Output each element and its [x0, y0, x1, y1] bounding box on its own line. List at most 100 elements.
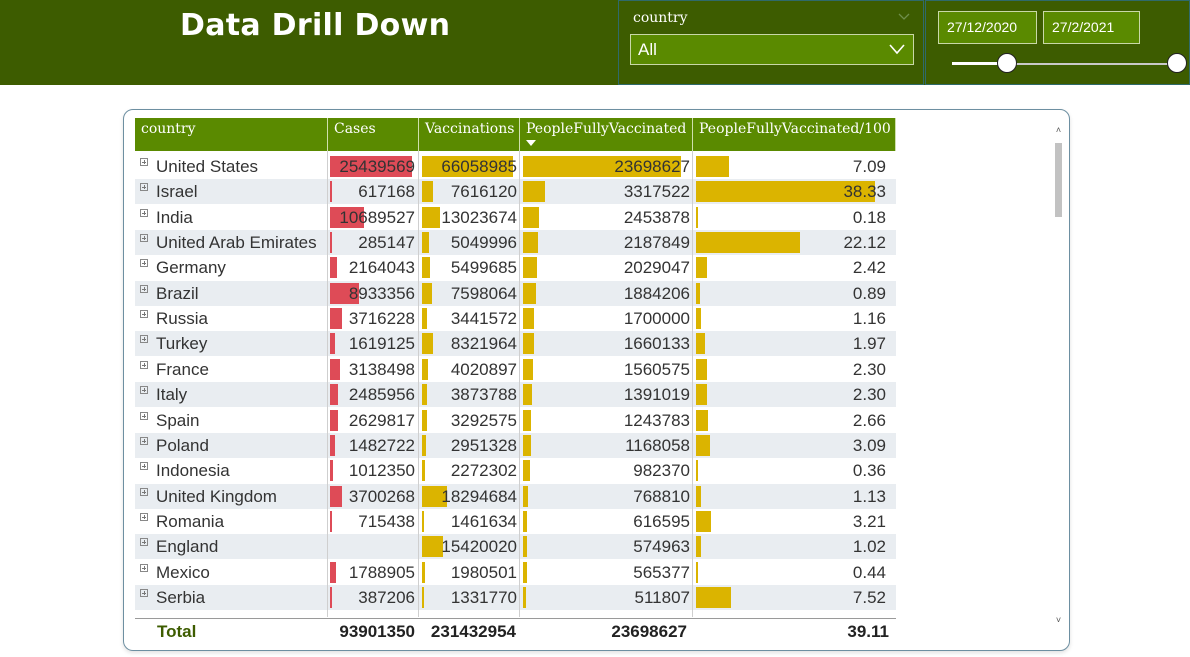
table-row[interactable]: Serbia 387206 1331770 511807 7.52 [135, 584, 896, 610]
dropdown-value: All [638, 40, 657, 59]
table-row[interactable]: United Arab Emirates 285147 5049996 2187849… [135, 230, 896, 256]
expand-icon[interactable] [140, 360, 148, 369]
cases-value: 1482722 [348, 435, 415, 455]
people-fully-vaccinated-per-100-bar [696, 333, 706, 355]
vaccinations-bar [422, 181, 433, 203]
table-row[interactable]: Romania 715438 1461634 616595 3.21 [135, 509, 896, 534]
vaccinations-bar [422, 333, 434, 355]
column-divider [418, 151, 419, 617]
people-fully-vaccinated-bar [523, 586, 527, 608]
table-row[interactable]: Mexico 1788905 1980501 565377 0.44 [135, 560, 896, 585]
cases-value: 10689527 [339, 207, 415, 227]
total-people-fully-vaccinated: 23698627 [611, 622, 687, 641]
people-fully-vaccinated-bar [523, 257, 537, 279]
vertical-scrollbar[interactable]: ˄ ˅ [1054, 126, 1063, 626]
people-fully-vaccinated-per-100-bar [696, 308, 702, 330]
people-fully-vaccinated-per-100-value: 2.30 [852, 359, 886, 379]
vaccinations-bar [422, 257, 430, 279]
people-fully-vaccinated-per-100-value: 3.09 [852, 435, 886, 455]
expand-icon[interactable] [140, 158, 148, 166]
cases-bar [330, 384, 338, 406]
cases-bar [330, 308, 342, 330]
chevron-down-icon[interactable] [897, 11, 911, 21]
people-fully-vaccinated-per-100-bar [696, 485, 702, 507]
table-row[interactable]: England 15420020 574963 1.02 [135, 534, 896, 560]
table-row[interactable]: India 10689527 13023674 2453878 0.18 [135, 205, 896, 230]
scroll-up-icon[interactable]: ˄ [1055, 125, 1062, 135]
vaccinations-value: 66058985 [441, 157, 517, 176]
column-header-vaccinations[interactable]: Vaccinations [419, 118, 520, 151]
table-row[interactable]: Germany 2164043 5499685 2029047 2.42 [135, 255, 896, 280]
people-fully-vaccinated-per-100-bar [696, 434, 711, 456]
country-dropdown[interactable]: All [630, 34, 914, 65]
expand-icon[interactable] [140, 462, 148, 471]
vaccinations-value: 4020897 [450, 359, 517, 379]
vaccinations-value: 7616120 [450, 182, 517, 202]
table-row[interactable]: Poland 1482722 2951328 1168058 3.09 [135, 432, 896, 458]
column-header-people-fully-vaccinated[interactable]: PeopleFullyVaccinated [520, 118, 693, 151]
people-fully-vaccinated-value: 616595 [633, 511, 690, 531]
expand-icon[interactable] [140, 310, 148, 319]
people-fully-vaccinated-per-100-bar [696, 181, 876, 203]
people-fully-vaccinated-per-100-value: 3.21 [852, 511, 886, 531]
table-row[interactable]: Turkey 1619125 8321964 1660133 1.97 [135, 331, 896, 357]
expand-icon[interactable] [140, 335, 148, 344]
table-row[interactable]: Spain 2629817 3292575 1243783 2.66 [135, 408, 896, 433]
cases-value: 1788905 [348, 562, 415, 582]
vaccinations-value: 2951328 [450, 435, 517, 455]
cases-bar [330, 510, 333, 532]
vaccinations-value: 1461634 [450, 511, 517, 531]
table-row[interactable]: United States 25439569 66058985 23698627 7.0… [135, 154, 896, 179]
expand-icon[interactable] [140, 588, 148, 597]
expand-icon[interactable] [140, 563, 148, 572]
vaccinations-bar [422, 409, 427, 431]
expand-icon[interactable] [140, 386, 148, 395]
people-fully-vaccinated-per-100-bar [696, 384, 707, 406]
vaccinations-bar [422, 434, 427, 456]
table-row[interactable]: France 3138498 4020897 1560575 2.30 [135, 357, 896, 382]
cases-bar [330, 181, 332, 203]
people-fully-vaccinated-value: 511807 [634, 587, 690, 607]
column-divider [692, 151, 693, 617]
column-header-cases[interactable]: Cases [328, 118, 419, 151]
cases-value: 3138498 [348, 359, 415, 379]
cases-value: 2485956 [348, 385, 415, 405]
expand-icon[interactable] [140, 208, 148, 217]
date-slider-track[interactable] [952, 63, 1177, 65]
scroll-down-icon[interactable]: ˅ [1055, 615, 1062, 625]
expand-icon[interactable] [140, 538, 148, 547]
end-slider-handle[interactable] [1167, 53, 1187, 73]
table-row[interactable]: Israel 617168 7616120 3317522 38.33 [135, 179, 896, 205]
vaccinations-bar [422, 232, 429, 254]
people-fully-vaccinated-value: 982370 [633, 461, 690, 481]
column-header-country[interactable]: country [135, 118, 328, 151]
expand-icon[interactable] [140, 234, 148, 243]
table-row[interactable]: Indonesia 1012350 2272302 982370 0.36 [135, 458, 896, 483]
table-row[interactable]: Russia 3716228 3441572 1700000 1.16 [135, 306, 896, 331]
people-fully-vaccinated-bar [523, 308, 535, 330]
expand-icon[interactable] [140, 284, 148, 293]
expand-icon[interactable] [140, 512, 148, 521]
column-header-people-fully-vaccinated-per-100[interactable]: PeopleFullyVaccinated/100 [693, 118, 896, 151]
expand-icon[interactable] [140, 259, 148, 268]
people-fully-vaccinated-bar [523, 384, 533, 406]
end-date-input[interactable]: 27/2/2021 [1043, 11, 1140, 44]
table-row[interactable]: Italy 2485956 3873788 1391019 2.30 [135, 382, 896, 408]
expand-icon[interactable] [140, 183, 148, 192]
people-fully-vaccinated-per-100-value: 2.42 [852, 258, 886, 278]
table-row[interactable]: United Kingdom 3700268 18294684 768810 1.13 [135, 483, 896, 509]
people-fully-vaccinated-bar [523, 156, 682, 177]
expand-icon[interactable] [140, 436, 148, 445]
expand-icon[interactable] [140, 411, 148, 420]
people-fully-vaccinated-per-100-bar [696, 156, 730, 177]
table-row[interactable]: Brazil 8933356 7598064 1884206 0.89 [135, 280, 896, 306]
people-fully-vaccinated-bar [523, 181, 546, 203]
expand-icon[interactable] [140, 487, 148, 496]
start-slider-handle[interactable] [997, 53, 1017, 73]
people-fully-vaccinated-bar [523, 358, 534, 380]
start-date-input[interactable]: 27/12/2020 [938, 11, 1037, 44]
scroll-thumb[interactable] [1055, 143, 1062, 217]
people-fully-vaccinated-value: 565377 [633, 562, 690, 582]
vaccinations-value: 13023674 [441, 207, 517, 227]
people-fully-vaccinated-value: 1660133 [623, 334, 690, 354]
